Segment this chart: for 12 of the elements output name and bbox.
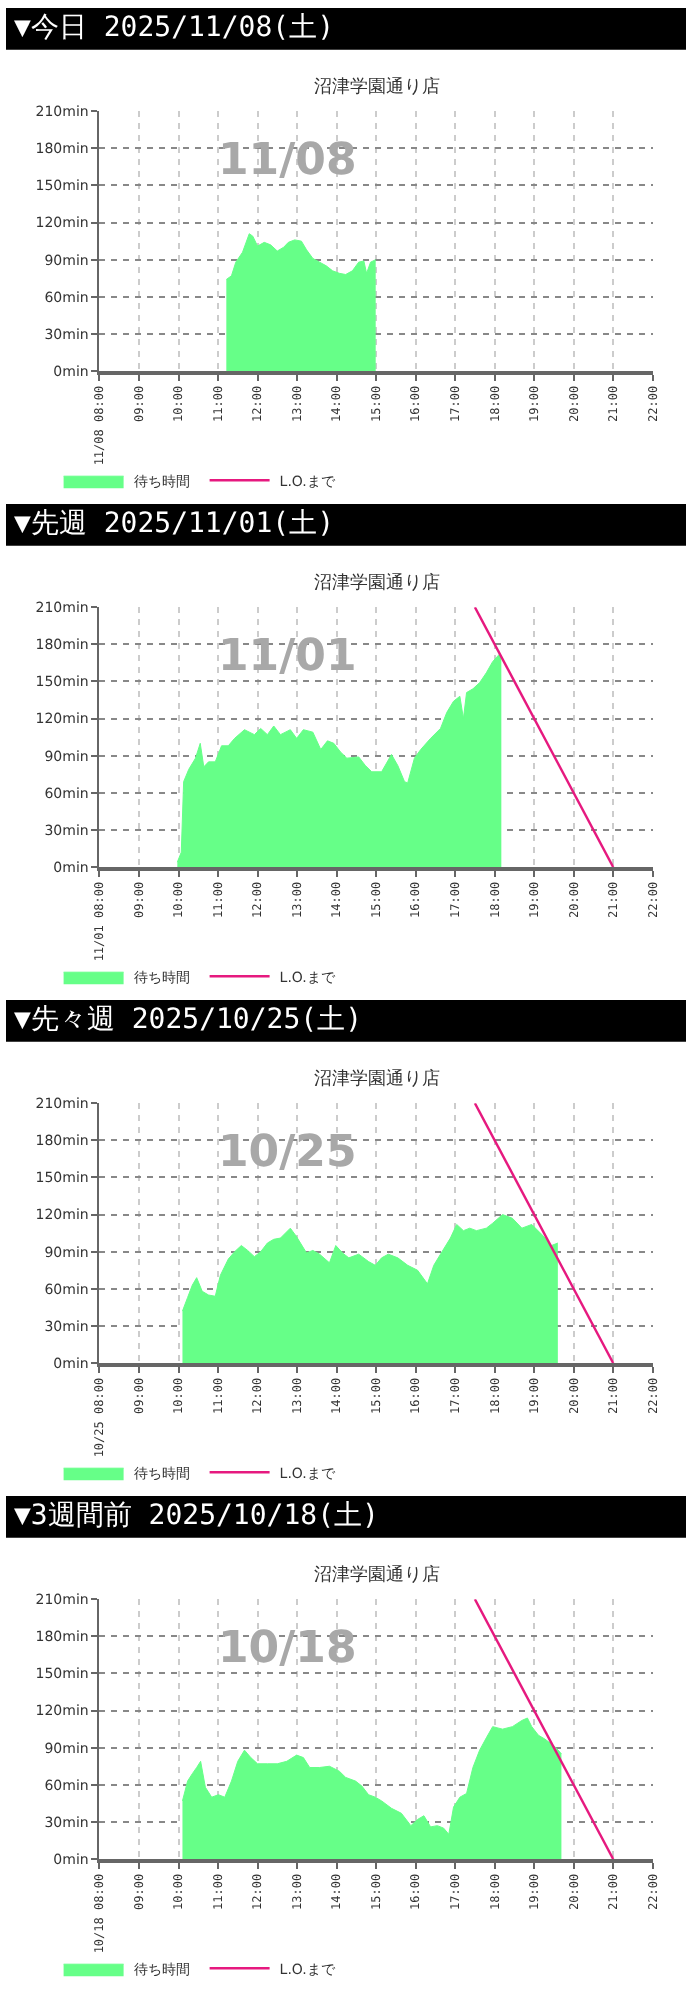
chart-subtitle: 沼津学園通り店 [314, 1564, 440, 1586]
chart-title: ▼先々週 2025/10/25(土) [14, 1004, 363, 1036]
chart-subtitle: 沼津学園通り店 [314, 1068, 440, 1090]
chart-title: ▼先週 2025/11/01(土) [14, 508, 335, 540]
chart-title: ▼今日 2025/11/08(土) [14, 12, 335, 44]
annotation: 11/01 [218, 632, 357, 682]
annotation: 10/25 [218, 1128, 357, 1178]
annotation: 10/18 [218, 1624, 357, 1674]
chart-subtitle: 沼津学園通り店 [314, 572, 440, 594]
chart-title: ▼3週間前 2025/10/18(土) [14, 1500, 379, 1532]
annotation: 11/08 [218, 136, 357, 186]
chart-subtitle: 沼津学園通り店 [314, 76, 440, 98]
